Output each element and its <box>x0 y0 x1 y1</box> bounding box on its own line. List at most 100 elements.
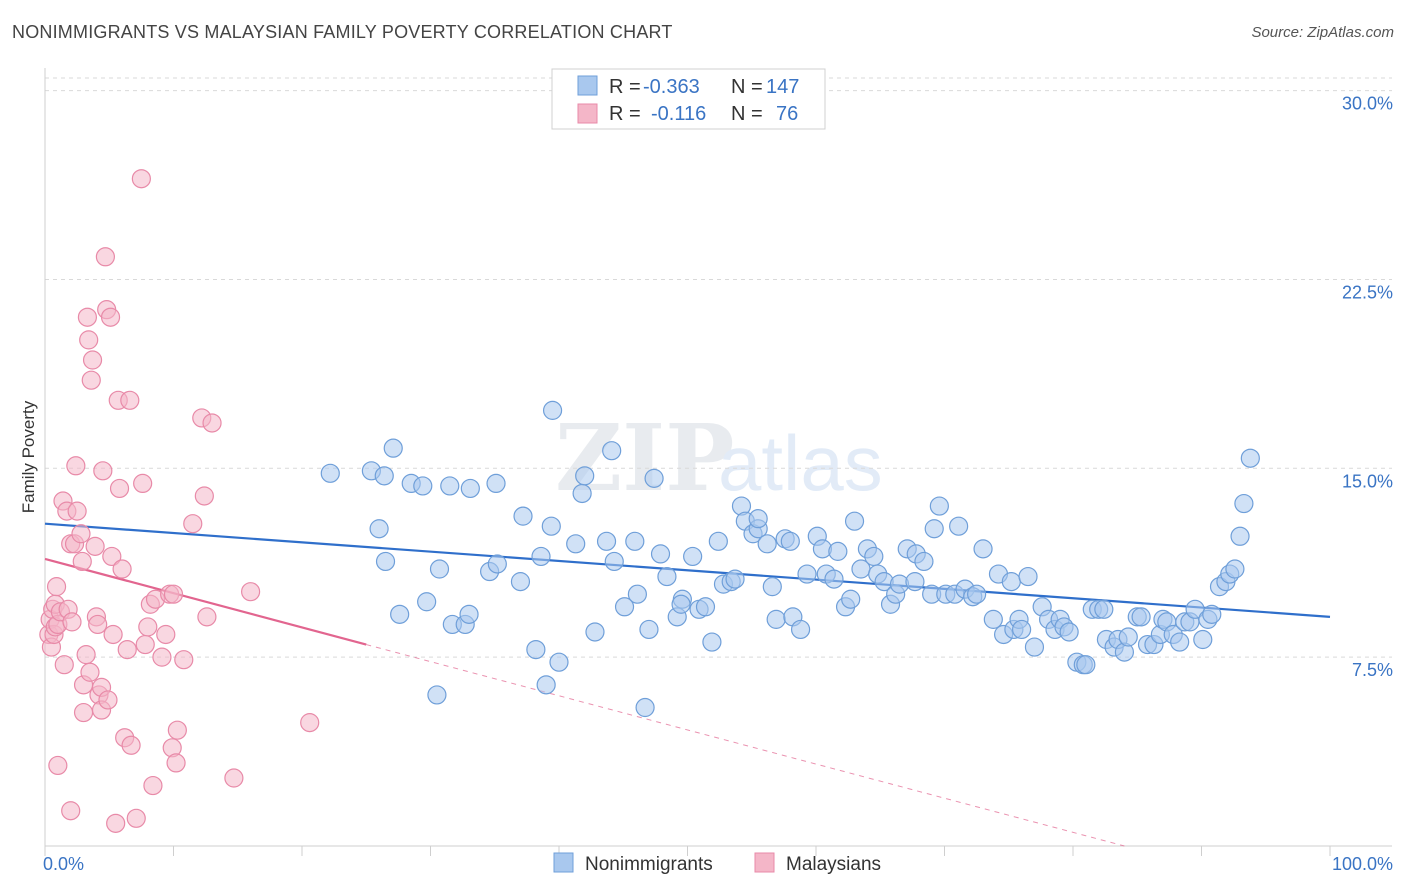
trend-line-malaysians <box>44 557 367 646</box>
point-nonimmigrants <box>459 604 479 624</box>
point-nonimmigrants <box>627 584 647 604</box>
bottom-legend-swatch-malaysians <box>754 852 775 873</box>
point-nonimmigrants <box>417 592 437 612</box>
watermark-atlas: atlas <box>718 419 883 507</box>
point-malaysians <box>48 755 68 776</box>
point-nonimmigrants <box>460 478 480 499</box>
point-nonimmigrants <box>536 675 556 695</box>
point-malaysians <box>82 350 103 370</box>
point-nonimmigrants <box>513 506 533 526</box>
trend-line-nonimmigrants <box>44 522 1331 618</box>
point-malaysians <box>54 655 74 675</box>
point-nonimmigrants <box>864 546 884 567</box>
legend-r-value-1: -0.363 <box>643 76 700 98</box>
point-nonimmigrants <box>566 534 586 554</box>
point-malaysians <box>66 456 86 476</box>
point-nonimmigrants <box>824 569 844 589</box>
point-malaysians <box>76 645 96 665</box>
point-malaysians <box>98 690 118 710</box>
point-nonimmigrants <box>780 531 800 551</box>
point-nonimmigrants <box>695 597 716 617</box>
point-malaysians <box>143 775 163 796</box>
point-nonimmigrants <box>585 622 605 642</box>
point-nonimmigrants <box>429 559 450 579</box>
point-nonimmigrants <box>1076 655 1096 675</box>
point-nonimmigrants <box>440 476 460 496</box>
point-malaysians <box>81 370 101 390</box>
point-nonimmigrants <box>1024 637 1045 657</box>
point-malaysians <box>197 607 217 627</box>
grid-lines <box>45 77 1392 658</box>
point-nonimmigrants <box>797 564 817 584</box>
y-tick-label: 30.0% <box>1342 94 1393 114</box>
point-nonimmigrants <box>683 546 703 567</box>
point-malaysians <box>102 546 122 567</box>
point-malaysians <box>100 307 121 327</box>
point-nonimmigrants <box>757 534 777 554</box>
point-malaysians <box>106 813 126 833</box>
point-nonimmigrants <box>542 400 563 420</box>
point-nonimmigrants <box>1240 448 1260 468</box>
bottom-legend-label-nonimmigrants: Nonimmigrants <box>585 854 713 875</box>
x-tick-label: 0.0% <box>43 854 84 874</box>
x-tick-label: 100.0% <box>1332 854 1393 874</box>
point-nonimmigrants <box>1230 526 1250 546</box>
point-malaysians <box>126 808 146 828</box>
legend-r-label-2: R = <box>609 103 641 125</box>
y-tick-label: 15.0% <box>1342 471 1393 491</box>
legend-n-value-2: 76 <box>776 103 798 125</box>
point-nonimmigrants <box>596 531 617 551</box>
point-nonimmigrants <box>725 569 745 589</box>
point-nonimmigrants <box>1094 599 1114 619</box>
point-nonimmigrants <box>604 551 624 572</box>
point-nonimmigrants <box>487 554 507 574</box>
point-nonimmigrants <box>671 594 691 614</box>
y-tick-label: 7.5% <box>1352 660 1393 680</box>
axes: 7.5% 15.0% 22.5% 30.0% 0.0% 100.0% <box>43 68 1393 874</box>
point-nonimmigrants <box>541 516 561 536</box>
point-nonimmigrants <box>575 466 595 486</box>
chart-source: Source: ZipAtlas.com <box>1251 24 1394 41</box>
point-malaysians <box>72 551 92 572</box>
trend-lines <box>44 522 1331 847</box>
point-nonimmigrants <box>1170 632 1190 652</box>
point-malaysians <box>112 559 132 579</box>
point-nonimmigrants <box>702 632 722 652</box>
point-nonimmigrants <box>390 604 410 624</box>
point-nonimmigrants <box>1193 629 1213 650</box>
point-malaysians <box>300 713 320 733</box>
stats-legend: R = -0.363 N = 147 R = -0.116 N = 76 <box>551 68 826 130</box>
point-nonimmigrants <box>924 519 944 539</box>
point-malaysians <box>131 169 151 189</box>
point-nonimmigrants <box>914 551 934 572</box>
point-malaysians <box>152 647 172 667</box>
point-malaysians <box>183 514 203 534</box>
point-malaysians <box>120 390 140 410</box>
point-malaysians <box>117 639 137 660</box>
point-malaysians <box>194 486 214 506</box>
legend-swatch-nonimmigrants <box>577 75 598 96</box>
point-malaysians <box>166 753 186 773</box>
data-points <box>39 169 1260 833</box>
point-nonimmigrants <box>949 516 969 536</box>
y-tick-label: 22.5% <box>1342 282 1393 302</box>
point-nonimmigrants <box>572 483 592 504</box>
point-nonimmigrants <box>375 551 396 572</box>
point-nonimmigrants <box>1225 559 1245 579</box>
point-nonimmigrants <box>614 597 635 617</box>
point-malaysians <box>93 461 113 481</box>
point-nonimmigrants <box>762 577 782 597</box>
point-nonimmigrants <box>510 572 531 592</box>
point-malaysians <box>135 634 155 655</box>
point-malaysians <box>156 624 176 645</box>
point-malaysians <box>77 307 98 327</box>
point-malaysians <box>61 801 81 821</box>
point-malaysians <box>79 330 99 350</box>
point-nonimmigrants <box>844 511 865 531</box>
point-nonimmigrants <box>1131 607 1151 627</box>
point-malaysians <box>88 614 108 635</box>
point-malaysians <box>62 612 82 632</box>
point-nonimmigrants <box>1059 622 1079 642</box>
point-nonimmigrants <box>427 685 447 705</box>
